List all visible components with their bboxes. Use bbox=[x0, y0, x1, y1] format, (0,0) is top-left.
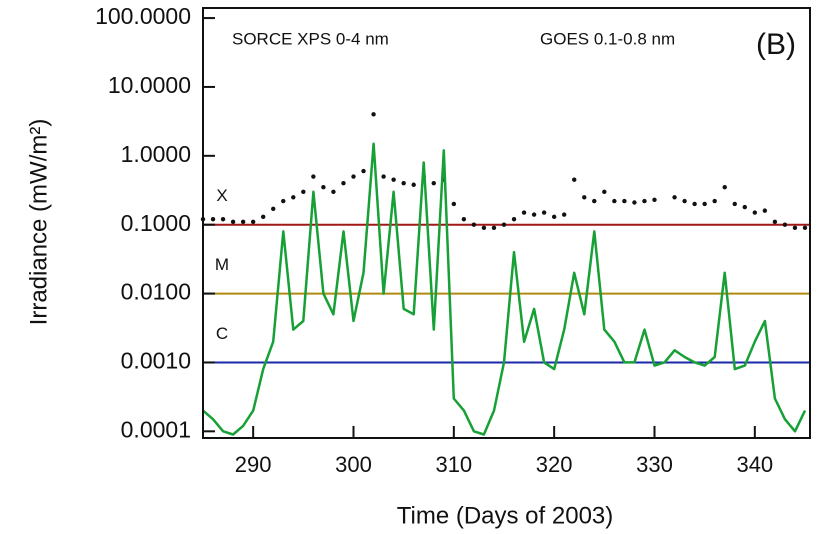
data-point bbox=[491, 225, 497, 231]
y-tick-label: 1.0000 bbox=[121, 141, 191, 167]
data-point bbox=[561, 212, 567, 217]
data-point bbox=[431, 181, 436, 186]
y-tick-label: 0.0010 bbox=[121, 348, 191, 374]
data-point bbox=[281, 198, 286, 204]
data-point bbox=[732, 201, 737, 207]
x-tick-label: 300 bbox=[335, 452, 372, 477]
y-tick-label: 100.0000 bbox=[95, 3, 191, 29]
data-point bbox=[702, 201, 707, 207]
data-point bbox=[210, 217, 216, 222]
data-point bbox=[220, 217, 226, 222]
data-point bbox=[260, 214, 266, 220]
data-point bbox=[331, 189, 336, 195]
data-point bbox=[240, 219, 246, 225]
series-label: GOES 0.1-0.8 nm bbox=[540, 29, 675, 48]
data-point bbox=[381, 174, 386, 179]
data-point bbox=[752, 210, 758, 215]
data-point bbox=[341, 181, 346, 186]
data-point bbox=[692, 201, 697, 207]
data-point bbox=[301, 189, 306, 195]
data-point bbox=[722, 185, 727, 190]
data-point bbox=[802, 225, 808, 231]
data-point bbox=[612, 198, 617, 204]
x-tick-label: 310 bbox=[435, 452, 472, 477]
data-point bbox=[250, 219, 256, 225]
data-point bbox=[401, 181, 406, 186]
data-point bbox=[471, 222, 477, 227]
data-point bbox=[672, 195, 677, 200]
data-point bbox=[271, 206, 276, 212]
data-point bbox=[531, 212, 537, 217]
x-tick-label: 320 bbox=[536, 452, 573, 477]
data-point bbox=[371, 112, 376, 117]
threshold-label: C bbox=[216, 324, 228, 343]
y-tick-label: 0.1000 bbox=[121, 210, 191, 236]
data-point bbox=[772, 219, 778, 225]
threshold-label: M bbox=[215, 255, 229, 274]
data-point bbox=[551, 214, 557, 220]
data-point bbox=[742, 204, 747, 210]
x-tick-label: 340 bbox=[736, 452, 773, 477]
plot-frame bbox=[202, 7, 811, 439]
threshold-label: X bbox=[216, 186, 227, 205]
data-point bbox=[321, 185, 326, 190]
data-point bbox=[521, 210, 527, 215]
data-point bbox=[762, 208, 768, 213]
data-point bbox=[511, 217, 517, 222]
series-line bbox=[202, 142, 807, 436]
data-point bbox=[602, 189, 607, 195]
series-label: SORCE XPS 0-4 nm bbox=[232, 29, 389, 48]
data-point bbox=[501, 222, 507, 227]
y-tick-label: 10.0000 bbox=[108, 72, 191, 98]
data-point bbox=[592, 198, 597, 204]
data-point bbox=[652, 197, 657, 202]
data-point bbox=[361, 168, 366, 174]
data-point bbox=[451, 201, 457, 207]
data-point bbox=[311, 174, 316, 179]
y-tick-label: 0.0100 bbox=[121, 279, 191, 305]
data-point bbox=[632, 200, 637, 205]
data-point bbox=[230, 219, 236, 225]
data-point bbox=[572, 177, 577, 182]
data-point bbox=[411, 182, 416, 187]
data-point bbox=[792, 225, 798, 231]
data-point bbox=[712, 198, 717, 204]
data-point bbox=[481, 225, 487, 231]
x-axis-label: Time (Days of 2003) bbox=[397, 502, 614, 529]
x-tick-label: 330 bbox=[636, 452, 673, 477]
data-point bbox=[351, 174, 356, 179]
data-point bbox=[461, 217, 467, 222]
data-point bbox=[582, 195, 587, 200]
data-point bbox=[622, 198, 627, 204]
data-point bbox=[541, 210, 547, 215]
y-axis-label: Irradiance (mW/m²) bbox=[25, 119, 52, 326]
panel-label: (B) bbox=[756, 28, 796, 61]
y-tick-label: 0.0001 bbox=[121, 416, 191, 442]
data-point bbox=[642, 198, 647, 204]
data-point bbox=[682, 198, 687, 204]
x-tick-label: 290 bbox=[235, 452, 272, 477]
data-point bbox=[291, 195, 296, 200]
data-point bbox=[391, 177, 396, 182]
data-point bbox=[782, 222, 788, 227]
